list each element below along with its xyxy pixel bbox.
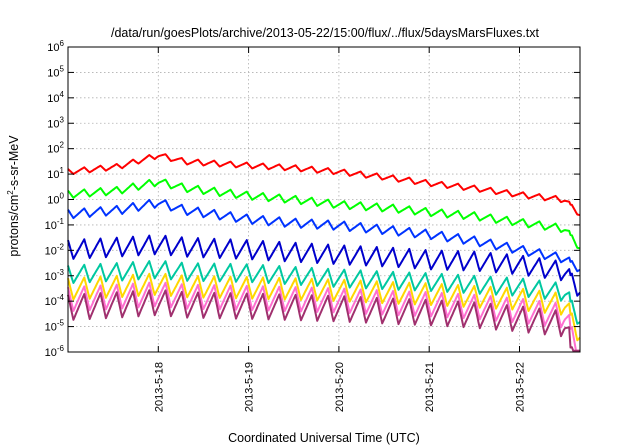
y-tick-label: 10-3 — [45, 268, 65, 283]
y-tick-label: 101 — [47, 166, 64, 181]
y-tick-labels: 10-6 10-5 10-4 10-3 10-2 10-1 100 101 102 103 104 1… — [45, 39, 65, 359]
x-tick-labels: 2013-5-18 2013-5-19 2013-5-20 2013-5-21 2013… — [153, 362, 526, 412]
x-tick-label: 2013-5-19 — [244, 362, 256, 412]
series-line — [67, 289, 580, 352]
y-tick-label: 10-1 — [45, 217, 65, 232]
y-tick-label: 10-2 — [45, 242, 65, 257]
series-line — [67, 153, 581, 217]
plot-frame — [67, 46, 581, 353]
x-tick-label: 2013-5-21 — [424, 362, 436, 412]
y-tick-label: 10-4 — [45, 293, 65, 308]
series-line — [67, 178, 581, 250]
y-tick-label: 10-5 — [45, 319, 65, 334]
series-lines — [67, 153, 581, 352]
y-tick-label: 106 — [47, 39, 64, 54]
x-tick-label: 2013-5-18 — [153, 362, 165, 412]
y-tick-label: 10-6 — [45, 344, 65, 359]
y-tick-label: 100 — [47, 192, 64, 207]
y-tick-label: 104 — [47, 90, 64, 105]
series-line — [67, 234, 581, 297]
series-line — [67, 272, 581, 342]
chart-title: /data/run/goesPlots/archive/2013-05-22/1… — [111, 26, 540, 40]
x-axis-label: Coordinated Universal Time (UTC) — [228, 431, 420, 445]
series-line — [67, 260, 581, 325]
y-tick-label: 105 — [47, 64, 64, 79]
y-tick-label: 102 — [47, 141, 64, 156]
series-line — [67, 198, 581, 273]
x-tick-label: 2013-5-22 — [514, 362, 526, 412]
y-tick-label: 103 — [47, 115, 64, 130]
series-line — [67, 281, 580, 352]
x-tick-label: 2013-5-20 — [334, 362, 346, 412]
y-axis-label: protons/cm2-s-sr-MeV — [6, 135, 21, 257]
